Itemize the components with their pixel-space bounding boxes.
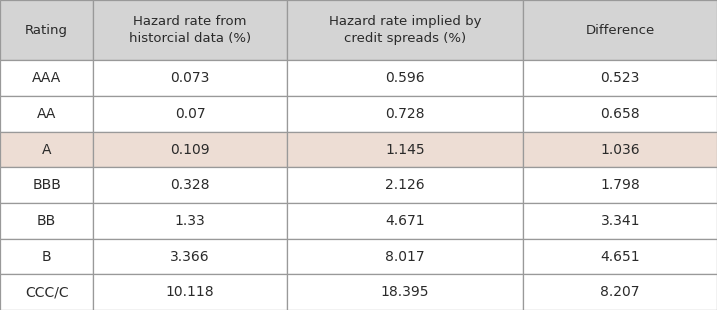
Bar — [287, 167, 523, 203]
Text: 3.341: 3.341 — [600, 214, 640, 228]
Text: 0.596: 0.596 — [385, 71, 425, 85]
Bar — [523, 0, 717, 60]
Bar — [93, 0, 287, 60]
Text: 1.33: 1.33 — [175, 214, 205, 228]
Text: A: A — [42, 143, 52, 157]
Bar — [287, 239, 523, 274]
Text: 0.109: 0.109 — [170, 143, 210, 157]
Bar — [287, 132, 523, 167]
Text: 0.073: 0.073 — [171, 71, 209, 85]
Text: 1.036: 1.036 — [600, 143, 640, 157]
Text: 1.145: 1.145 — [385, 143, 425, 157]
Bar — [0, 60, 93, 96]
Bar — [287, 203, 523, 239]
Bar — [0, 203, 93, 239]
Text: 4.651: 4.651 — [600, 250, 640, 264]
Text: AAA: AAA — [32, 71, 61, 85]
Bar — [0, 239, 93, 274]
Text: Hazard rate implied by
credit spreads (%): Hazard rate implied by credit spreads (%… — [329, 15, 481, 45]
Text: BB: BB — [37, 214, 56, 228]
Text: 0.328: 0.328 — [170, 178, 210, 192]
Text: 0.523: 0.523 — [601, 71, 640, 85]
Bar — [93, 167, 287, 203]
Text: 1.798: 1.798 — [600, 178, 640, 192]
Bar — [523, 203, 717, 239]
Text: Rating: Rating — [25, 24, 68, 37]
Text: 10.118: 10.118 — [166, 285, 214, 299]
Bar — [523, 132, 717, 167]
Bar — [0, 96, 93, 132]
Text: Difference: Difference — [586, 24, 655, 37]
Text: 0.07: 0.07 — [175, 107, 205, 121]
Bar — [93, 132, 287, 167]
Text: 0.658: 0.658 — [600, 107, 640, 121]
Bar — [287, 96, 523, 132]
Text: 2.126: 2.126 — [385, 178, 425, 192]
Text: 0.728: 0.728 — [385, 107, 425, 121]
Text: 3.366: 3.366 — [170, 250, 210, 264]
Text: BBB: BBB — [32, 178, 61, 192]
Text: 4.671: 4.671 — [385, 214, 425, 228]
Bar — [93, 274, 287, 310]
Bar — [287, 274, 523, 310]
Bar — [287, 0, 523, 60]
Bar — [93, 96, 287, 132]
Bar — [93, 203, 287, 239]
Bar — [523, 167, 717, 203]
Bar — [0, 132, 93, 167]
Text: 8.017: 8.017 — [385, 250, 425, 264]
Bar — [0, 0, 93, 60]
Bar — [0, 274, 93, 310]
Text: AA: AA — [37, 107, 57, 121]
Text: Hazard rate from
historcial data (%): Hazard rate from historcial data (%) — [129, 15, 251, 45]
Bar — [0, 167, 93, 203]
Text: CCC/C: CCC/C — [25, 285, 68, 299]
Bar — [287, 60, 523, 96]
Bar — [93, 60, 287, 96]
Bar — [523, 96, 717, 132]
Bar — [93, 239, 287, 274]
Bar — [523, 60, 717, 96]
Text: 18.395: 18.395 — [381, 285, 429, 299]
Text: 8.207: 8.207 — [600, 285, 640, 299]
Text: B: B — [42, 250, 52, 264]
Bar — [523, 239, 717, 274]
Bar — [523, 274, 717, 310]
